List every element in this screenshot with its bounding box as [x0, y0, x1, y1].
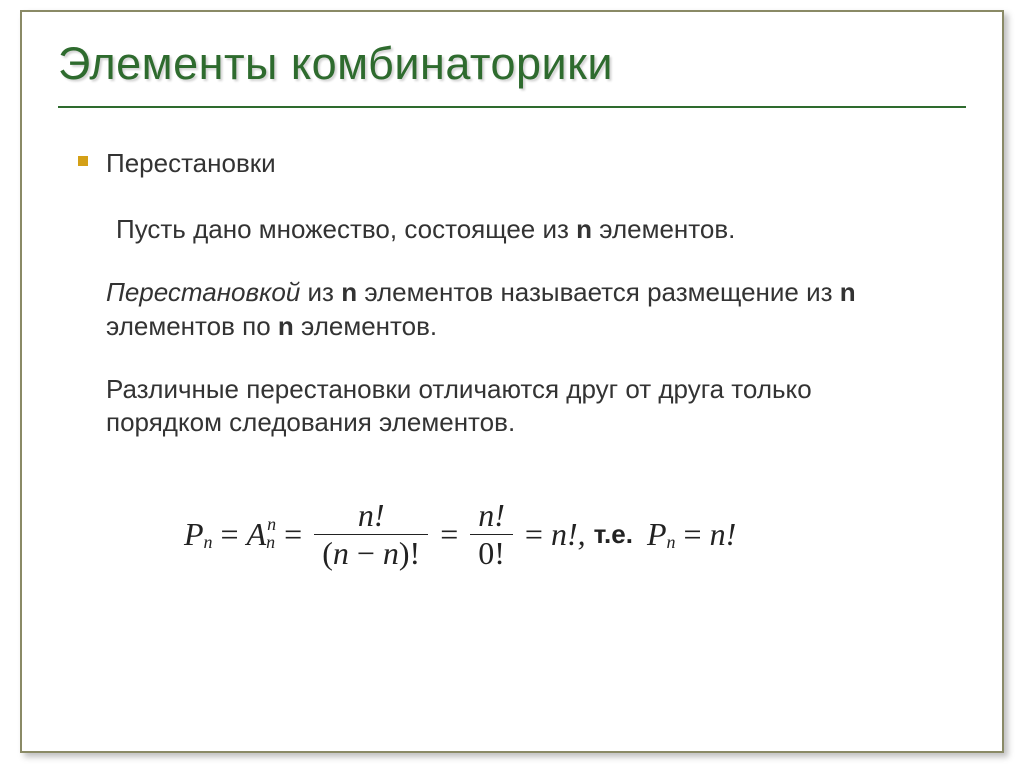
- f-result2: n!: [710, 516, 737, 553]
- p2-n1: n: [341, 277, 357, 307]
- f-frac1-den: (n − n)!: [314, 535, 428, 572]
- bullet-icon: [78, 156, 88, 166]
- p2-h: элементов.: [294, 311, 437, 341]
- p2-d: элементов называется размещение из: [357, 277, 840, 307]
- f-eq5: =: [684, 516, 702, 553]
- p1-text-a: Пусть дано множество, состоящее из: [116, 214, 576, 244]
- p2-b: из: [300, 277, 341, 307]
- f-frac1-den-b: n: [333, 535, 349, 571]
- f-Pn2: n: [667, 532, 676, 553]
- f-An-sup: n: [267, 514, 276, 535]
- f-Pn1: n: [204, 532, 213, 553]
- formula: Pn = Ann = n! (n − n)! = n! 0! = n!, т.е…: [106, 469, 932, 572]
- p2-f: элементов по: [106, 311, 278, 341]
- slide-frame: Элементы комбинаторики Перестановки Пуст…: [20, 10, 1004, 753]
- f-result1: n!,: [551, 516, 586, 553]
- f-P2: P: [647, 516, 667, 553]
- f-eq4: =: [525, 516, 543, 553]
- f-A: A: [247, 516, 267, 553]
- p1-n: n: [576, 214, 592, 244]
- f-frac1: n! (n − n)!: [314, 497, 428, 572]
- f-eq2: =: [284, 516, 302, 553]
- f-eq3: =: [440, 516, 458, 553]
- p2-term: Перестановкой: [106, 277, 300, 307]
- f-frac1-num: n!: [350, 497, 393, 534]
- f-eq1: =: [221, 516, 239, 553]
- f-frac1-den-a: (: [322, 535, 333, 571]
- subtitle: Перестановки: [106, 148, 932, 179]
- slide-title: Элементы комбинаторики: [22, 12, 1002, 100]
- f-frac1-den-d: n: [383, 535, 399, 571]
- f-frac2: n! 0!: [470, 497, 513, 572]
- paragraph-1: Пусть дано множество, состоящее из n эле…: [106, 213, 932, 246]
- f-P1: P: [184, 516, 204, 553]
- paragraph-3: Различные перестановки отличаются друг о…: [106, 373, 932, 440]
- f-An-sub: n: [266, 532, 275, 553]
- content-area: Перестановки Пусть дано множество, состо…: [22, 108, 1002, 572]
- paragraph-2: Перестановкой из n элементов называется …: [106, 276, 932, 343]
- p2-n3: n: [278, 311, 294, 341]
- p2-n2: n: [840, 277, 856, 307]
- f-frac1-den-e: )!: [399, 535, 420, 571]
- f-frac2-num: n!: [470, 497, 513, 534]
- f-frac2-den: 0!: [470, 535, 513, 572]
- bullet-row: Перестановки: [106, 148, 932, 179]
- f-te: т.е.: [594, 519, 633, 550]
- p1-text-c: элементов.: [592, 214, 735, 244]
- f-frac1-den-c: −: [349, 535, 383, 571]
